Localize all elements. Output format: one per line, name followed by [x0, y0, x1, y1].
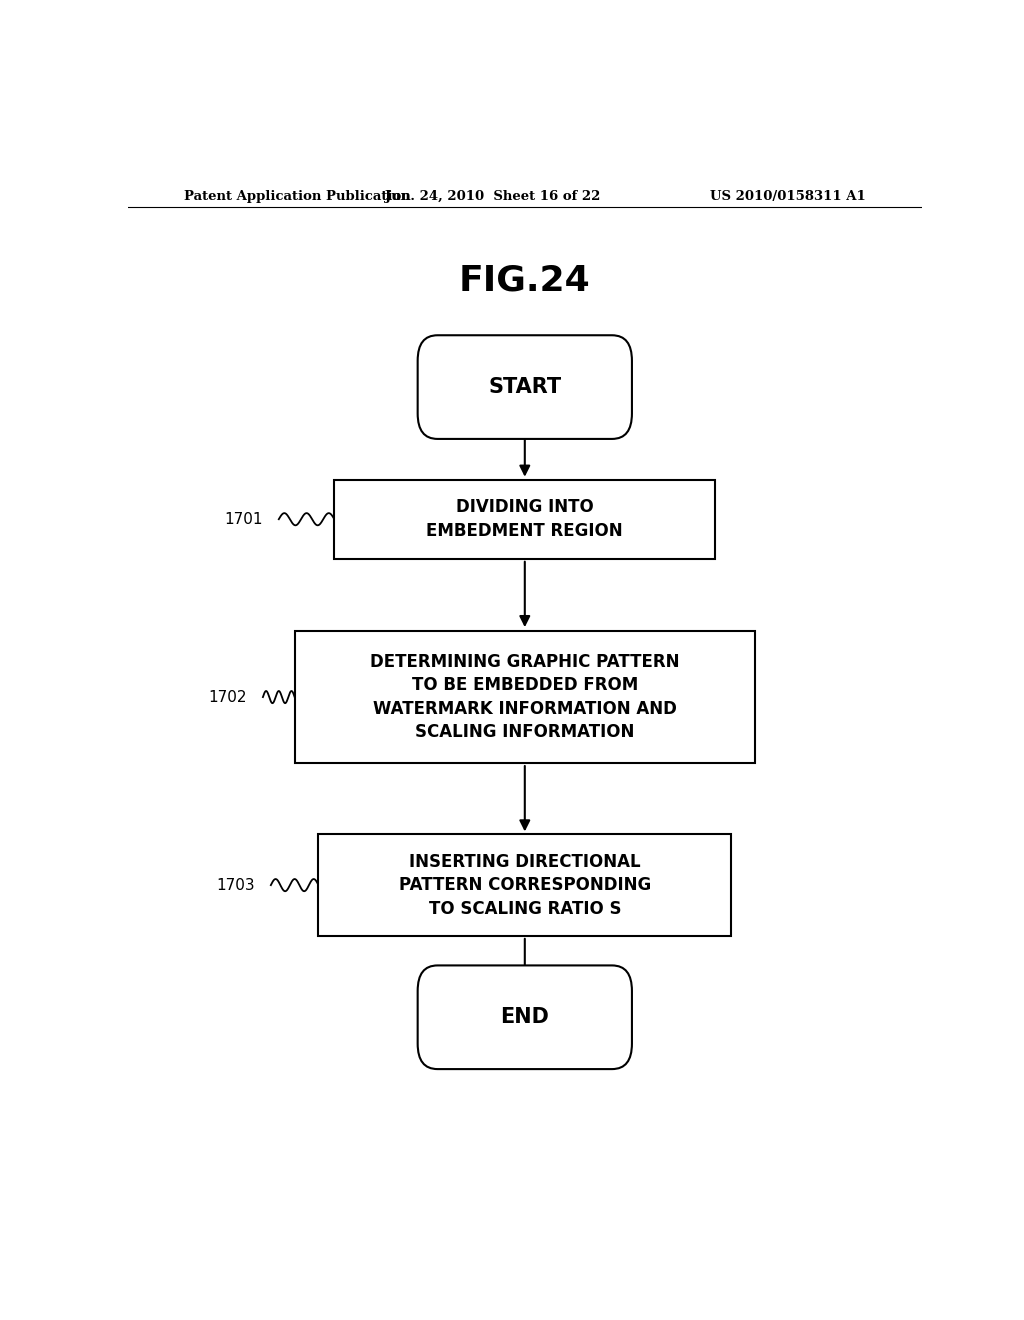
Text: END: END	[501, 1007, 549, 1027]
FancyBboxPatch shape	[295, 631, 755, 763]
Text: Jun. 24, 2010  Sheet 16 of 22: Jun. 24, 2010 Sheet 16 of 22	[385, 190, 601, 202]
Text: US 2010/0158311 A1: US 2010/0158311 A1	[711, 190, 866, 202]
Text: DIVIDING INTO
EMBEDMENT REGION: DIVIDING INTO EMBEDMENT REGION	[426, 499, 624, 540]
FancyBboxPatch shape	[418, 335, 632, 440]
FancyBboxPatch shape	[334, 479, 715, 558]
Text: 1701: 1701	[224, 512, 263, 527]
Text: START: START	[488, 378, 561, 397]
FancyBboxPatch shape	[318, 834, 731, 936]
FancyBboxPatch shape	[418, 965, 632, 1069]
Text: FIG.24: FIG.24	[459, 264, 591, 297]
Text: INSERTING DIRECTIONAL
PATTERN CORRESPONDING
TO SCALING RATIO S: INSERTING DIRECTIONAL PATTERN CORRESPOND…	[398, 853, 651, 917]
Text: 1703: 1703	[216, 878, 255, 892]
Text: DETERMINING GRAPHIC PATTERN
TO BE EMBEDDED FROM
WATERMARK INFORMATION AND
SCALIN: DETERMINING GRAPHIC PATTERN TO BE EMBEDD…	[370, 652, 680, 742]
Text: Patent Application Publication: Patent Application Publication	[183, 190, 411, 202]
Text: 1702: 1702	[209, 689, 247, 705]
